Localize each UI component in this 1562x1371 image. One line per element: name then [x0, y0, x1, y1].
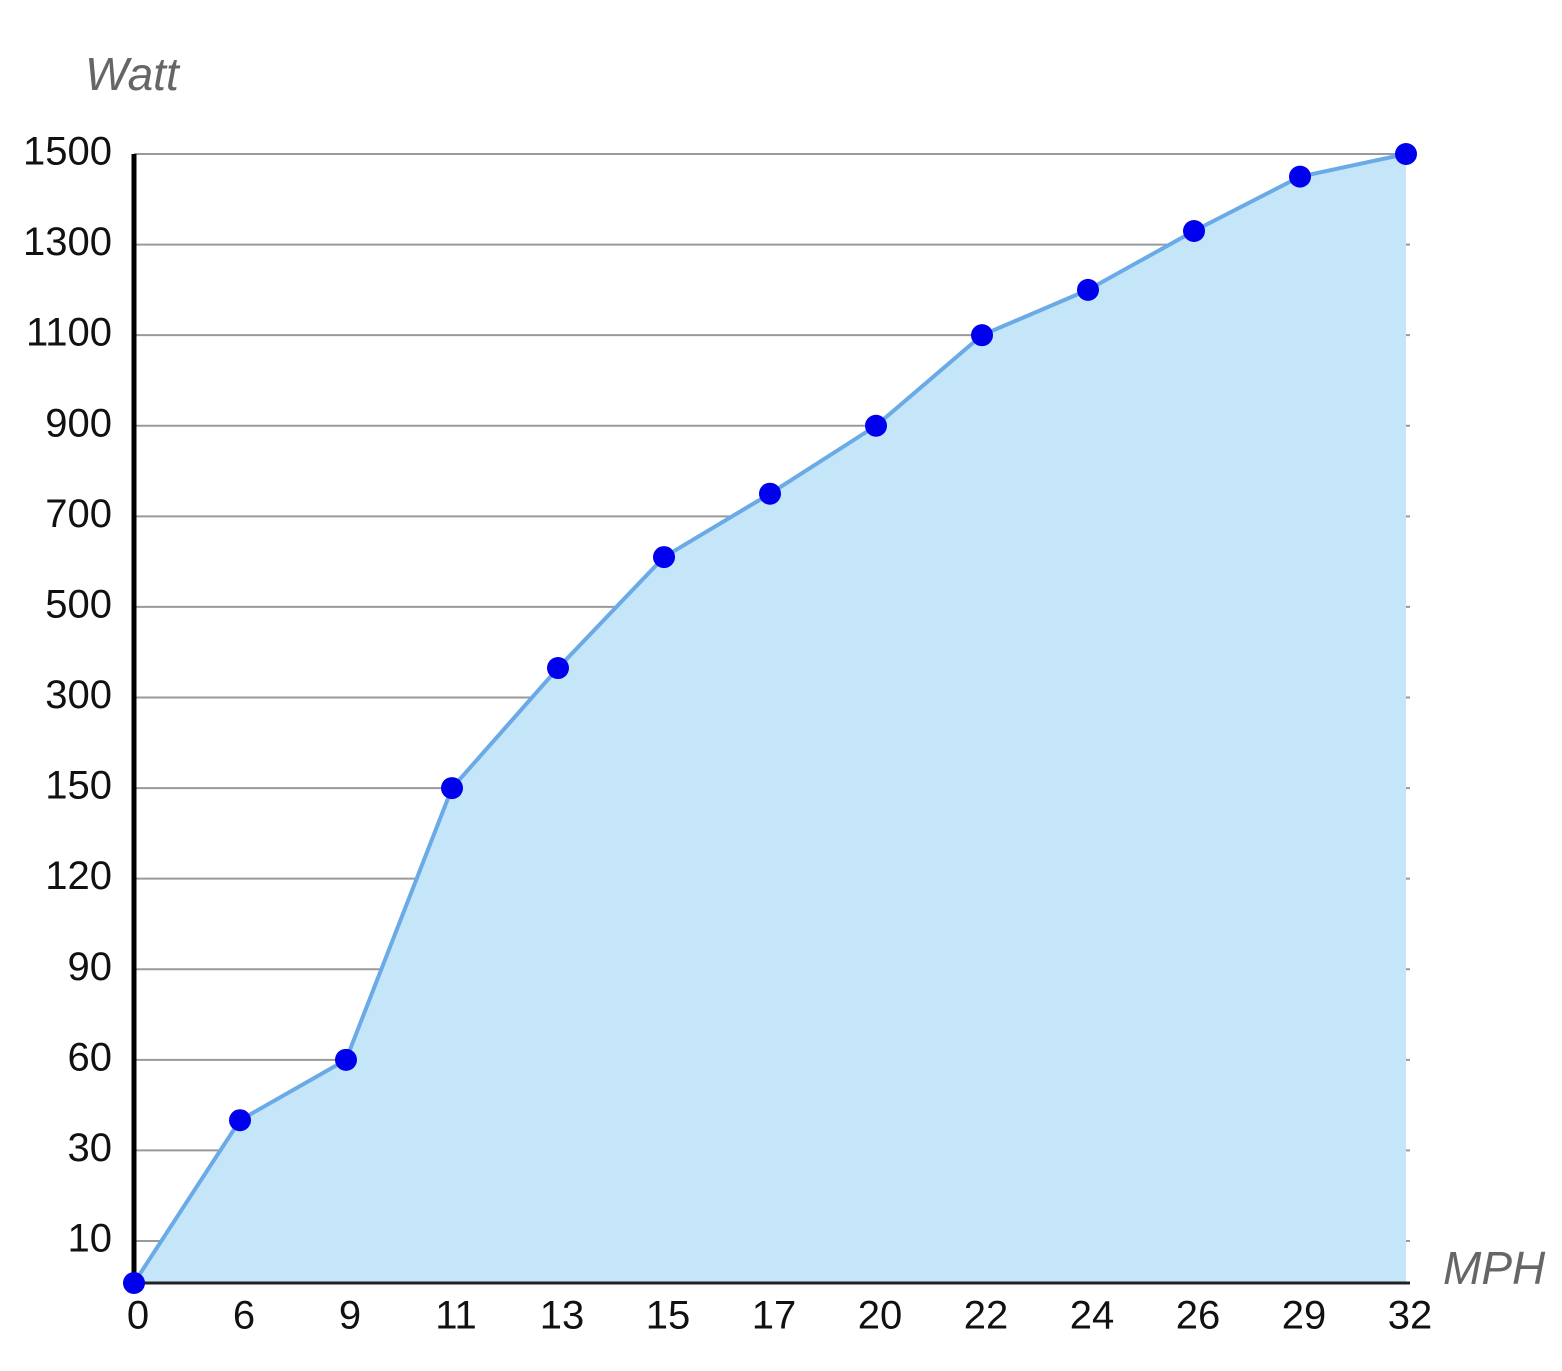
y-tick-label: 700 [45, 492, 112, 536]
marker [1395, 143, 1417, 165]
x-tick-label: 17 [752, 1294, 797, 1338]
y-tick-label: 500 [45, 582, 112, 626]
area-fill [134, 154, 1406, 1283]
y-tick-label: 150 [45, 764, 112, 808]
y-tick-label: 1100 [26, 311, 112, 355]
x-tick-label: 22 [964, 1294, 1009, 1338]
y-axis-title: Watt [85, 48, 181, 100]
x-tick-label: 32 [1388, 1294, 1433, 1338]
x-tick-label: 26 [1176, 1294, 1221, 1338]
y-tick-label: 1300 [23, 220, 112, 264]
x-tick-label: 15 [646, 1294, 691, 1338]
x-tick-label: 11 [435, 1294, 477, 1338]
y-tick-label: 30 [68, 1126, 113, 1170]
marker [653, 546, 675, 569]
y-tick-label: 60 [68, 1035, 113, 1079]
x-tick-label: 24 [1070, 1294, 1115, 1338]
marker [1183, 219, 1205, 242]
x-tick-label: 29 [1282, 1294, 1327, 1338]
marker [123, 1272, 145, 1294]
marker [229, 1109, 251, 1132]
marker [759, 482, 781, 505]
marker [547, 657, 569, 680]
y-tick-label: 120 [45, 854, 112, 898]
marker [1077, 278, 1099, 301]
y-tick-label: 10 [68, 1217, 113, 1261]
y-tick-label: 900 [45, 401, 112, 445]
y-tick-label: 1500 [23, 130, 112, 174]
x-axis-title: MPH [1443, 1242, 1546, 1294]
x-tick-label: 0 [127, 1294, 149, 1338]
marker [865, 414, 887, 437]
y-tick-label: 90 [68, 945, 113, 989]
marker [1289, 165, 1311, 188]
marker [971, 324, 993, 347]
marker [335, 1048, 357, 1071]
y-tick-label: 300 [45, 673, 112, 717]
x-tick-label: 20 [858, 1294, 903, 1338]
x-tick-label: 13 [540, 1294, 585, 1338]
x-tick-label: 6 [233, 1294, 255, 1338]
x-tick-label: 9 [339, 1294, 361, 1338]
marker [441, 777, 463, 800]
